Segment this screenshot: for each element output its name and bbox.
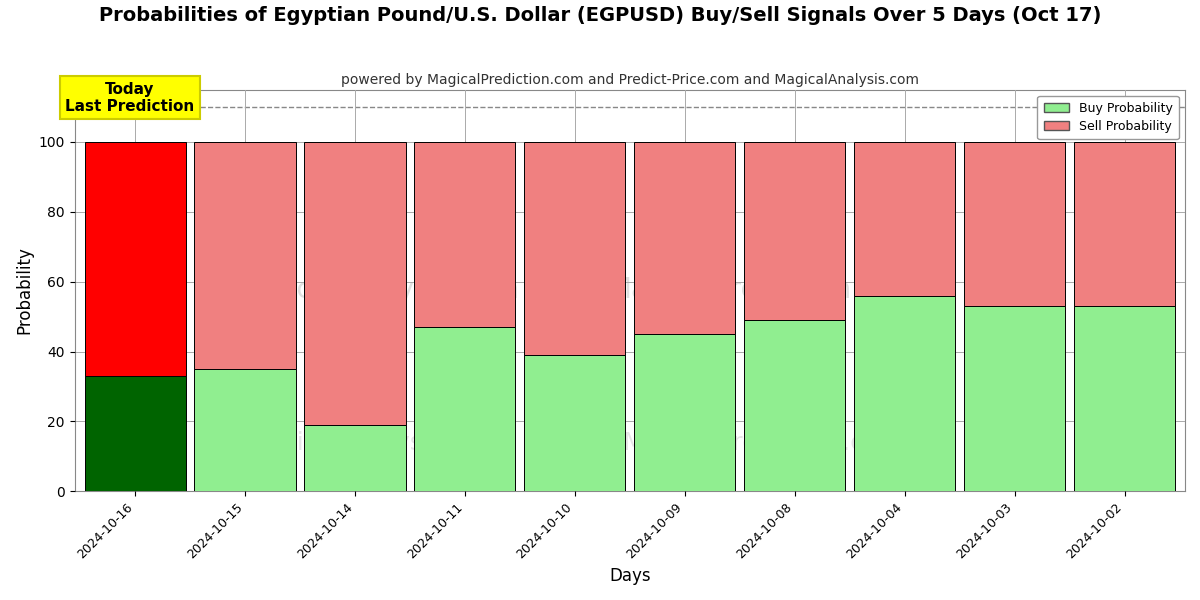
Bar — [305, 142, 406, 425]
Text: MagicalPrediction.com: MagicalPrediction.com — [623, 431, 904, 455]
Bar — [1074, 306, 1175, 491]
Bar — [84, 142, 186, 376]
Bar — [414, 327, 516, 491]
Bar — [635, 142, 736, 334]
Bar — [524, 142, 625, 355]
Bar — [524, 355, 625, 491]
Bar — [194, 142, 295, 369]
Bar — [194, 369, 295, 491]
Bar — [635, 334, 736, 491]
Text: MagicalAnalysis.com: MagicalAnalysis.com — [230, 277, 518, 304]
Bar — [84, 376, 186, 491]
Bar — [1074, 142, 1175, 306]
Text: MagicalAnalysis.com: MagicalAnalysis.com — [245, 431, 505, 455]
X-axis label: Days: Days — [610, 567, 650, 585]
Bar — [964, 306, 1066, 491]
Bar — [744, 320, 845, 491]
Bar — [854, 296, 955, 491]
Bar — [744, 142, 845, 320]
Text: Probabilities of Egyptian Pound/U.S. Dollar (EGPUSD) Buy/Sell Signals Over 5 Day: Probabilities of Egyptian Pound/U.S. Dol… — [98, 6, 1102, 25]
Legend: Buy Probability, Sell Probability: Buy Probability, Sell Probability — [1037, 96, 1178, 139]
Bar — [964, 142, 1066, 306]
Bar — [305, 425, 406, 491]
Y-axis label: Probability: Probability — [16, 247, 34, 334]
Bar — [414, 142, 516, 327]
Bar — [854, 142, 955, 296]
Text: Today
Last Prediction: Today Last Prediction — [65, 82, 194, 114]
Text: MagicalPrediction.com: MagicalPrediction.com — [607, 277, 919, 304]
Title: powered by MagicalPrediction.com and Predict-Price.com and MagicalAnalysis.com: powered by MagicalPrediction.com and Pre… — [341, 73, 919, 87]
